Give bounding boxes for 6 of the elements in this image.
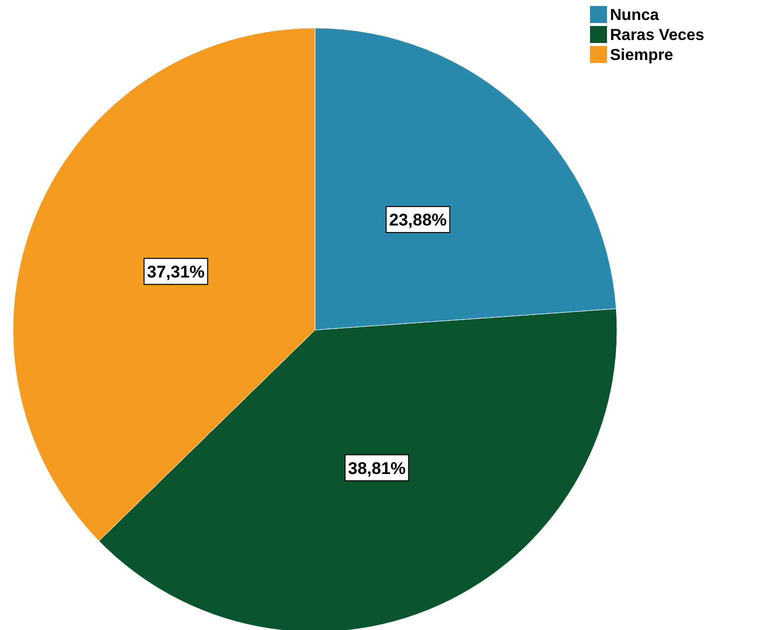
legend-label: Siempre	[610, 47, 674, 64]
data-label: 38,81%	[348, 458, 406, 478]
legend-label: Nunca	[610, 7, 659, 24]
legend-label: Raras Veces	[610, 27, 704, 44]
data-label: 23,88%	[389, 210, 447, 230]
data-label: 37,31%	[147, 262, 205, 282]
